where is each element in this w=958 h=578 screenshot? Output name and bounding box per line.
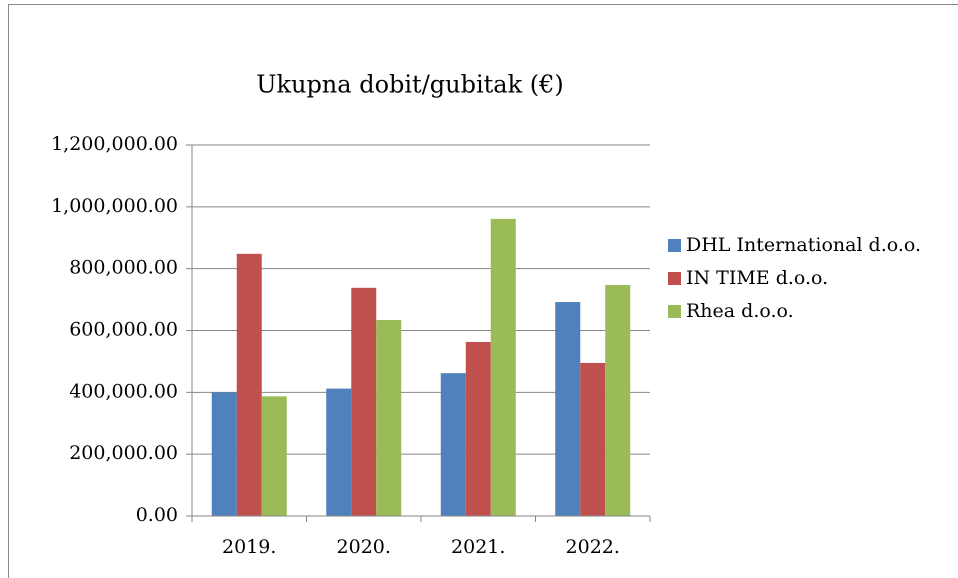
- x-tick-label: 2020.: [337, 536, 391, 558]
- y-tick-label: 400,000.00: [69, 380, 178, 402]
- bar: [580, 362, 606, 516]
- bar: [261, 396, 287, 516]
- legend-swatch: [668, 305, 681, 318]
- legend-label: DHL International d.o.o.: [686, 234, 921, 256]
- bar: [465, 341, 491, 516]
- legend-swatch: [668, 239, 681, 252]
- bar: [326, 388, 352, 516]
- bar: [440, 373, 466, 516]
- x-tick-label: 2019.: [222, 536, 276, 558]
- bar: [555, 302, 581, 516]
- chart-title: Ukupna dobit/gubitak (€): [256, 71, 564, 99]
- bar: [605, 285, 631, 516]
- x-tick-label: 2021.: [451, 536, 505, 558]
- legend-label: Rhea d.o.o.: [686, 300, 794, 322]
- y-tick-label: 1,200,000.00: [51, 133, 178, 155]
- y-tick-label: 800,000.00: [69, 257, 178, 279]
- bar: [490, 218, 516, 516]
- y-tick-label: 0.00: [136, 504, 178, 526]
- bar: [376, 319, 402, 516]
- bar: [236, 253, 262, 516]
- legend-swatch: [668, 272, 681, 285]
- y-tick-label: 200,000.00: [69, 442, 178, 464]
- bar: [211, 392, 237, 516]
- x-tick-label: 2022.: [566, 536, 620, 558]
- y-tick-label: 1,000,000.00: [51, 195, 178, 217]
- legend-label: IN TIME d.o.o.: [686, 267, 828, 289]
- bar: [351, 287, 377, 516]
- y-tick-label: 600,000.00: [69, 319, 178, 341]
- chart-frame: [8, 4, 958, 578]
